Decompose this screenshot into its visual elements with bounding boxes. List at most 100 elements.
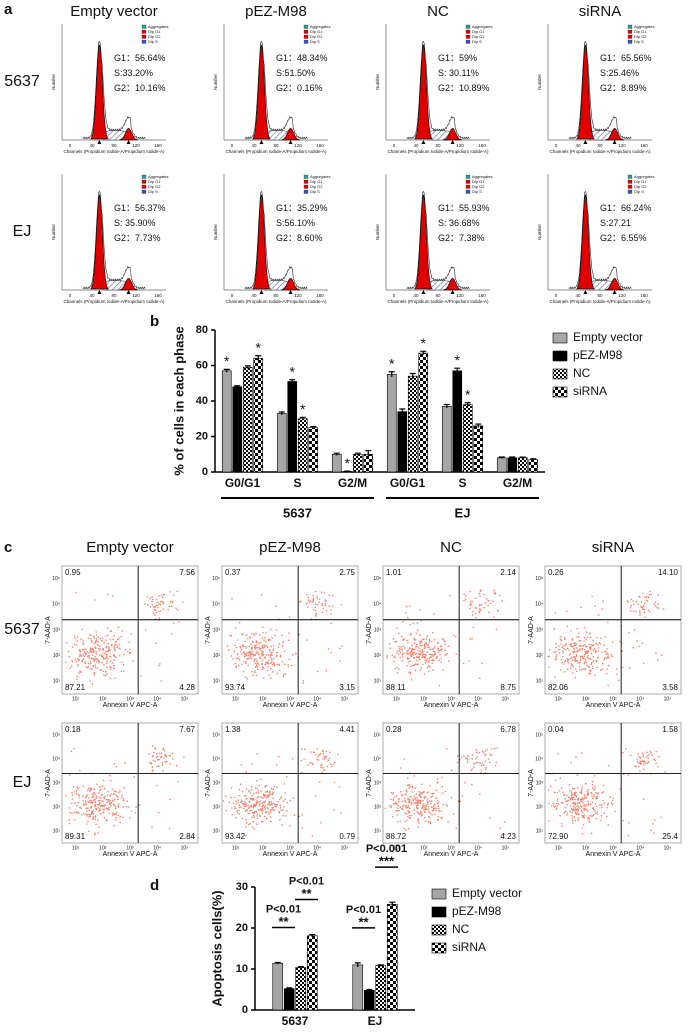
histogram-outline: [406, 40, 470, 140]
y-tick-label: 10⁵: [212, 576, 220, 582]
error-bar: [354, 962, 361, 967]
event-dot: [110, 643, 113, 646]
event-dot: [583, 809, 586, 811]
event-dot: [112, 793, 115, 795]
event-dot: [581, 827, 584, 829]
event-dot: [424, 820, 427, 823]
event-dot: [442, 669, 445, 671]
event-dot: [271, 803, 273, 806]
event-dot: [331, 594, 334, 597]
event-dot: [650, 829, 652, 831]
event-dot: [422, 656, 425, 658]
event-dot: [483, 764, 485, 766]
event-dot: [65, 795, 67, 797]
bar: [441, 406, 452, 473]
event-dot: [94, 641, 97, 644]
significance-star: *: [256, 339, 262, 355]
event-dot: [567, 662, 570, 664]
bar: [517, 457, 528, 473]
event-dot: [94, 666, 97, 669]
event-dot: [481, 662, 483, 664]
event-dot: [263, 667, 265, 669]
event-dot: [264, 663, 267, 666]
event-dot: [584, 796, 586, 798]
event-dot: [630, 754, 632, 757]
event-dot: [606, 657, 608, 659]
event-dot: [255, 811, 258, 813]
event-dot: [565, 642, 568, 645]
event-dot: [78, 672, 80, 674]
event-dot: [564, 810, 567, 813]
event-dot: [281, 634, 284, 637]
panel-label: d: [150, 877, 159, 894]
event-dot: [556, 802, 558, 805]
comparison-stars: **: [301, 886, 312, 901]
event-dot: [418, 640, 421, 643]
x-tick-label: 10⁴: [153, 696, 161, 702]
event-dot: [292, 653, 294, 656]
event-dot: [93, 660, 95, 662]
event-dot: [585, 797, 588, 799]
event-dot: [90, 806, 92, 808]
event-dot: [307, 764, 309, 766]
event-dot: [159, 603, 162, 606]
event-dot: [251, 633, 253, 635]
event-dot: [98, 661, 100, 664]
legend-label: Dip G2: [148, 184, 161, 189]
event-dot: [70, 750, 73, 753]
event-dot: [485, 767, 487, 769]
event-dot: [270, 811, 272, 813]
event-dot: [182, 601, 184, 603]
event-dot: [571, 637, 574, 640]
event-dot: [107, 790, 109, 793]
event-dot: [104, 804, 107, 806]
event-dot: [323, 769, 325, 771]
event-dot: [569, 810, 571, 813]
event-dot: [97, 659, 99, 661]
legend-swatch: [627, 34, 633, 39]
event-dot: [155, 598, 158, 601]
event-dot: [591, 807, 594, 810]
event-dot: [279, 807, 282, 809]
event-dot: [263, 646, 266, 648]
event-dot: [464, 781, 466, 784]
event-dot: [570, 805, 572, 807]
event-dot: [632, 603, 635, 606]
event-dot: [327, 759, 330, 762]
x-tick-label: G0/G1: [225, 476, 261, 490]
event-dot: [444, 643, 446, 646]
legend-swatch: [141, 24, 147, 29]
x-tick-label: 0: [393, 143, 396, 148]
event-dot: [155, 611, 158, 614]
bar: [473, 425, 484, 473]
event-dot: [73, 747, 75, 750]
event-dot: [279, 655, 282, 658]
event-dot: [582, 824, 585, 826]
x-axis-label: Channels (Propidium Iodide-A/Propidium I…: [63, 149, 165, 154]
bar: [452, 370, 463, 473]
event-dot: [601, 668, 604, 670]
phase-percentage: G1：65.56%: [600, 53, 652, 63]
event-dot: [106, 819, 108, 822]
event-dot: [604, 636, 607, 638]
event-dot: [236, 657, 238, 660]
legend-swatch: [431, 942, 447, 954]
event-dot: [262, 631, 264, 634]
histogram-g1-peak: [414, 44, 433, 140]
event-dot: [74, 659, 77, 661]
y-tick-label: 20: [236, 922, 248, 934]
event-dot: [266, 794, 269, 797]
event-dot: [115, 818, 117, 821]
x-tick-label: 120: [132, 143, 140, 148]
event-dot: [572, 788, 574, 790]
event-dot: [270, 645, 273, 647]
event-dot: [243, 807, 245, 810]
event-dot: [268, 791, 271, 794]
event-dot: [429, 785, 431, 787]
event-dot: [581, 810, 583, 812]
event-dot: [103, 663, 105, 666]
event-dot: [575, 654, 578, 656]
event-dot: [164, 761, 166, 763]
event-dot: [338, 647, 341, 650]
event-dot: [81, 814, 83, 816]
